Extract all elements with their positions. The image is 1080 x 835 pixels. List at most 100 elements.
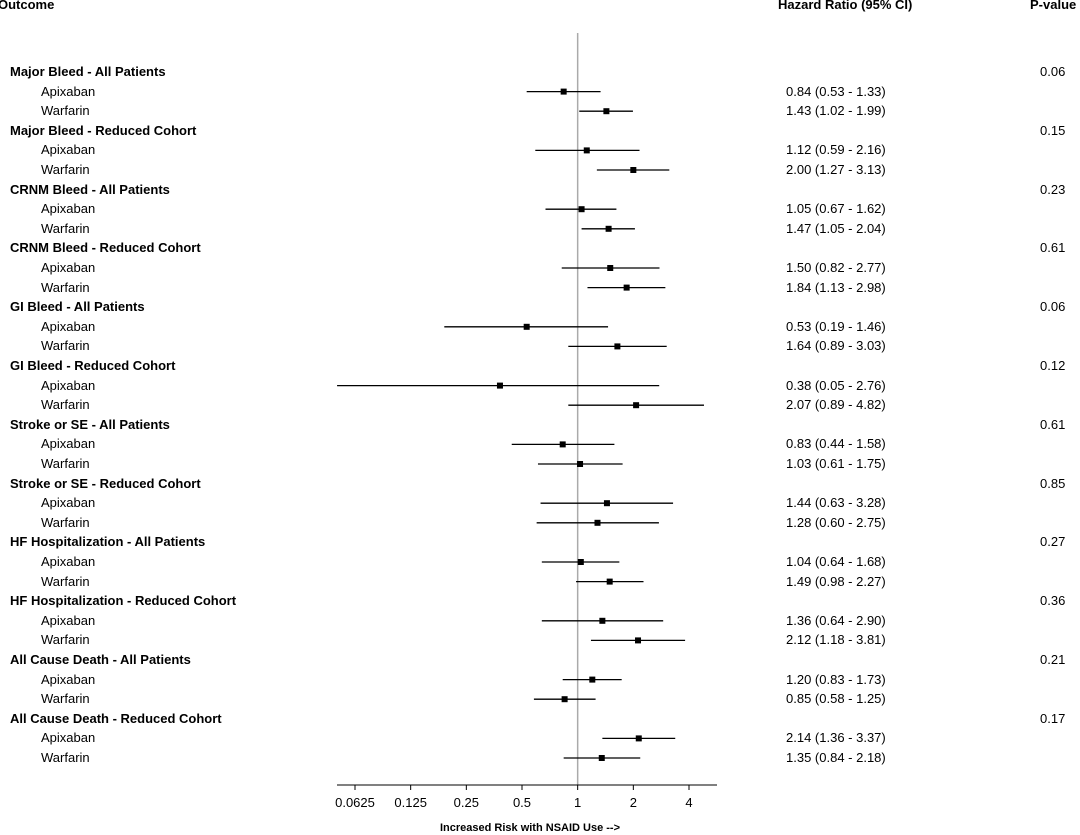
hazard-ratio-text: 1.64 (0.89 - 3.03) <box>786 338 886 354</box>
hazard-ratio-text: 1.35 (0.84 - 2.18) <box>786 750 886 765</box>
point-estimate <box>603 500 610 507</box>
treatment-label: Warfarin <box>41 514 90 530</box>
treatment-label: Warfarin <box>41 691 90 707</box>
group-label: CRNM Bleed - Reduced Cohort <box>10 240 201 256</box>
point-estimate <box>578 206 585 213</box>
point-estimate <box>630 167 637 173</box>
treatment-label: Warfarin <box>41 338 90 354</box>
hazard-ratio-text: 0.53 (0.19 - 1.46) <box>786 318 886 334</box>
point-estimate <box>496 382 503 389</box>
treatment-label: Apixaban <box>41 83 96 99</box>
p-value: 0.12 <box>1040 358 1066 373</box>
point-estimate <box>603 108 610 115</box>
p-value: 0.17 <box>1040 710 1066 726</box>
treatment-label: Apixaban <box>41 612 96 628</box>
hazard-ratio-text: 1.84 (1.13 - 2.98) <box>786 279 886 295</box>
hazard-ratio-text: 0.84 (0.53 - 1.33) <box>786 83 886 99</box>
treatment-label: Apixaban <box>41 436 96 452</box>
point-estimate <box>589 676 596 683</box>
point-estimate <box>635 637 642 644</box>
treatment-label: Warfarin <box>41 750 90 765</box>
p-value: 0.06 <box>1040 299 1066 315</box>
hazard-ratio-text: 0.83 (0.44 - 1.58) <box>786 436 886 452</box>
point-estimate <box>561 696 568 703</box>
p-value-header: P-value <box>1030 0 1077 12</box>
hazard-ratio-text: 1.05 (0.67 - 1.62) <box>786 201 886 217</box>
treatment-label: Warfarin <box>41 279 90 295</box>
hazard-ratio-header: Hazard Ratio (95% CI) <box>778 0 913 12</box>
point-estimate <box>623 284 630 291</box>
hazard-ratio-text: 1.03 (0.61 - 1.75) <box>786 456 886 471</box>
p-value: 0.15 <box>1040 122 1066 138</box>
p-value: 0.27 <box>1040 534 1066 550</box>
point-estimate <box>614 343 621 350</box>
x-tick-label: 0.25 <box>454 795 479 810</box>
treatment-label: Warfarin <box>41 162 90 177</box>
hazard-ratio-text: 2.14 (1.36 - 3.37) <box>786 730 886 746</box>
treatment-label: Apixaban <box>41 260 96 275</box>
group-label: Major Bleed - Reduced Cohort <box>10 122 197 138</box>
hazard-ratio-text: 1.12 (0.59 - 2.16) <box>786 142 886 158</box>
p-value: 0.85 <box>1040 475 1066 491</box>
hazard-ratio-text: 0.38 (0.05 - 2.76) <box>786 377 886 393</box>
point-estimate <box>599 617 606 624</box>
treatment-label: Apixaban <box>41 318 96 334</box>
point-estimate <box>594 519 601 526</box>
hazard-ratio-text: 1.20 (0.83 - 1.73) <box>786 671 886 687</box>
hazard-ratio-text: 2.12 (1.18 - 3.81) <box>786 632 886 648</box>
p-value: 0.21 <box>1040 652 1066 667</box>
group-label: GI Bleed - All Patients <box>10 299 145 315</box>
x-tick-label: 4 <box>685 795 692 810</box>
group-label: Stroke or SE - All Patients <box>10 416 170 432</box>
p-value: 0.61 <box>1040 240 1066 256</box>
group-label: CRNM Bleed - All Patients <box>10 181 170 197</box>
point-estimate <box>633 402 640 409</box>
hazard-ratio-text: 1.43 (1.02 - 1.99) <box>786 103 886 119</box>
treatment-label: Apixaban <box>41 142 96 158</box>
hazard-ratio-text: 2.07 (0.89 - 4.82) <box>786 397 886 413</box>
group-label: Major Bleed - All Patients <box>10 64 166 79</box>
hazard-ratio-text: 0.85 (0.58 - 1.25) <box>786 691 886 707</box>
group-label: Stroke or SE - Reduced Cohort <box>10 475 201 491</box>
hazard-ratio-text: 1.47 (1.05 - 2.04) <box>786 220 886 236</box>
treatment-label: Warfarin <box>41 103 90 119</box>
point-estimate <box>598 755 605 761</box>
p-value: 0.23 <box>1040 181 1066 197</box>
treatment-label: Warfarin <box>41 220 90 236</box>
treatment-label: Apixaban <box>41 554 96 569</box>
x-axis-label: Increased Risk with NSAID Use --> <box>439 822 621 834</box>
hazard-ratio-text: 1.36 (0.64 - 2.90) <box>786 612 886 628</box>
p-value: 0.61 <box>1040 416 1066 432</box>
treatment-label: Warfarin <box>41 632 90 648</box>
treatment-label: Apixaban <box>41 495 96 511</box>
point-estimate <box>577 461 584 467</box>
point-estimate <box>560 88 567 95</box>
point-estimate <box>559 441 566 448</box>
treatment-label: Warfarin <box>41 456 90 471</box>
group-label: HF Hospitalization - All Patients <box>10 534 206 550</box>
x-tick-label: 1 <box>574 795 581 810</box>
treatment-label: Warfarin <box>41 397 90 413</box>
p-value: 0.06 <box>1040 64 1066 79</box>
p-value: 0.36 <box>1040 593 1066 609</box>
treatment-label: Apixaban <box>41 201 96 217</box>
outcome-header: Outcome <box>0 0 55 12</box>
hazard-ratio-text: 1.28 (0.60 - 2.75) <box>786 514 886 530</box>
group-label: HF Hospitalization - Reduced Cohort <box>10 593 237 609</box>
group-label: All Cause Death - All Patients <box>10 652 191 667</box>
hazard-ratio-text: 1.44 (0.63 - 3.28) <box>786 495 886 511</box>
point-estimate <box>523 323 530 330</box>
x-tick-label: 0.5 <box>513 795 531 810</box>
hazard-ratio-text: 1.04 (0.64 - 1.68) <box>786 554 886 569</box>
group-label: GI Bleed - Reduced Cohort <box>10 358 176 373</box>
x-tick-label: 0.0625 <box>335 795 375 810</box>
x-tick-label: 0.125 <box>394 795 427 810</box>
point-estimate <box>607 265 614 271</box>
hazard-ratio-text: 1.50 (0.82 - 2.77) <box>786 260 886 275</box>
group-label: All Cause Death - Reduced Cohort <box>10 710 222 726</box>
point-estimate <box>577 559 584 565</box>
x-tick-label: 2 <box>630 795 637 810</box>
treatment-label: Apixaban <box>41 671 96 687</box>
treatment-label: Warfarin <box>41 573 90 589</box>
